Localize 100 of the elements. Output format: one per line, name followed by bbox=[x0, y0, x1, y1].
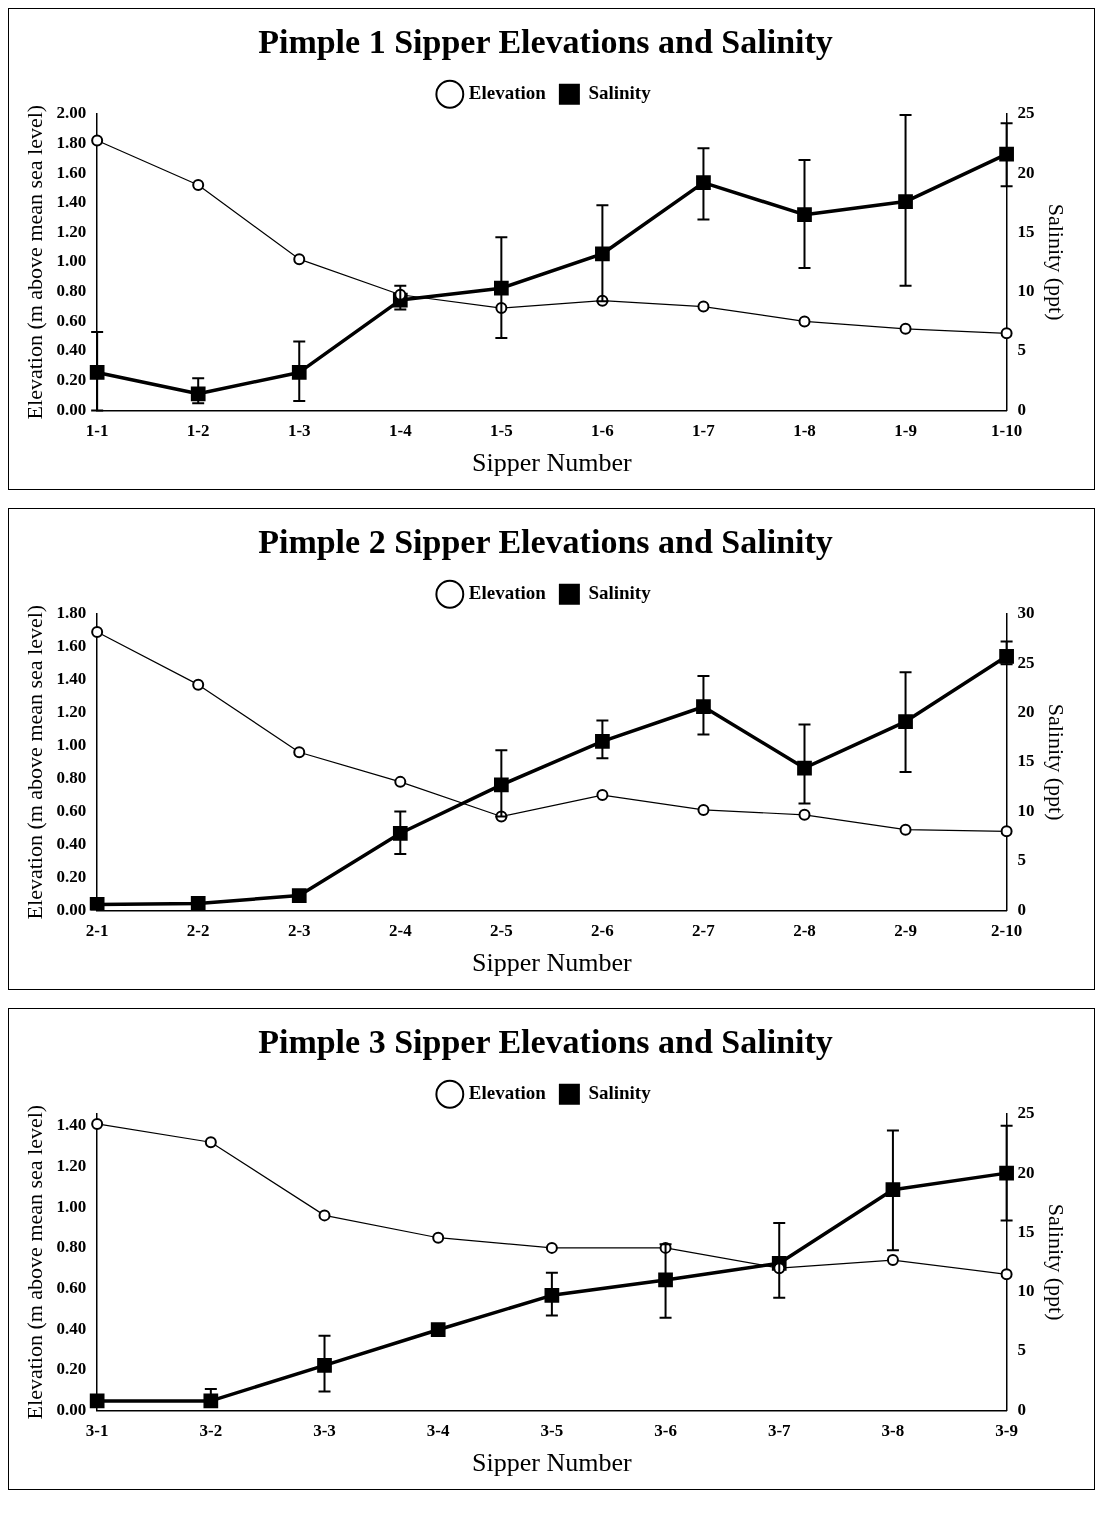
point bbox=[432, 1231, 445, 1244]
y2-axis-title: Salinity (ppt) bbox=[1044, 703, 1070, 821]
x-tick-label: 2-6 bbox=[591, 920, 614, 940]
x-tick-label: 3-5 bbox=[540, 1420, 564, 1440]
x-tick-label: 3-2 bbox=[199, 1420, 223, 1440]
y-tick-label: 0.60 bbox=[56, 1277, 87, 1297]
x-tick-label: 1-6 bbox=[591, 420, 614, 440]
y-tick-label: 1.20 bbox=[56, 221, 87, 241]
y2-tick-label: 20 bbox=[1017, 702, 1035, 722]
x-tick-label: 1-8 bbox=[793, 420, 816, 440]
x-tick-label: 2-2 bbox=[186, 920, 210, 940]
point bbox=[89, 1393, 105, 1409]
y-tick-label: 1.00 bbox=[56, 735, 87, 755]
point bbox=[886, 1254, 899, 1267]
y-tick-label: 1.40 bbox=[56, 669, 87, 689]
point bbox=[696, 699, 711, 715]
legend-label: Salinity bbox=[588, 82, 652, 104]
y2-tick-label: 25 bbox=[1017, 103, 1035, 123]
point bbox=[596, 789, 609, 802]
x-tick-label: 3-8 bbox=[881, 1420, 905, 1440]
y-tick-label: 0.20 bbox=[56, 1359, 87, 1379]
point bbox=[291, 888, 307, 903]
x-tick-label: 1-7 bbox=[692, 420, 716, 440]
point bbox=[430, 1322, 446, 1338]
point bbox=[595, 246, 610, 262]
x-tick-label: 3-3 bbox=[313, 1420, 336, 1440]
legend-label: Elevation bbox=[468, 582, 547, 604]
legend-label: Elevation bbox=[468, 82, 547, 104]
y-tick-label: 0.80 bbox=[56, 767, 87, 787]
point bbox=[696, 175, 711, 190]
y-tick-label: 1.20 bbox=[56, 1156, 87, 1176]
y-tick-label: 0.40 bbox=[56, 1318, 87, 1338]
x-tick-label: 2-5 bbox=[490, 920, 513, 940]
y-axis-title: Elevation (m above mean sea level) bbox=[21, 104, 47, 420]
y-axis-title: Elevation (m above mean sea level) bbox=[21, 604, 47, 920]
point bbox=[91, 1117, 104, 1130]
legend-label: Salinity bbox=[588, 1082, 652, 1104]
point bbox=[192, 178, 205, 191]
point bbox=[899, 322, 912, 335]
x-tick-label: 1-9 bbox=[894, 420, 917, 440]
y2-tick-label: 25 bbox=[1017, 1103, 1035, 1123]
y-tick-label: 1.80 bbox=[56, 132, 87, 152]
x-tick-label: 2-1 bbox=[85, 920, 109, 940]
point bbox=[190, 896, 206, 911]
point bbox=[293, 746, 306, 759]
y2-axis-title: Salinity (ppt) bbox=[1044, 1203, 1070, 1321]
chart-title: Pimple 2 Sipper Elevations and Salinity bbox=[258, 523, 833, 561]
point bbox=[898, 194, 913, 209]
x-tick-label: 1-10 bbox=[991, 420, 1023, 440]
y-axis-title: Elevation (m above mean sea level) bbox=[21, 1104, 47, 1420]
y2-tick-label: 10 bbox=[1017, 281, 1035, 301]
x-axis-title: Sipper Number bbox=[472, 948, 632, 978]
y2-tick-label: 0 bbox=[1017, 1399, 1027, 1419]
x-tick-label: 2-7 bbox=[692, 920, 716, 940]
y2-tick-label: 30 bbox=[1017, 603, 1035, 623]
point bbox=[317, 1357, 332, 1373]
y-tick-label: 0.20 bbox=[56, 370, 87, 390]
x-tick-label: 1-2 bbox=[186, 420, 210, 440]
point bbox=[394, 775, 407, 788]
y2-tick-label: 10 bbox=[1017, 1281, 1035, 1301]
y2-tick-label: 0 bbox=[1017, 399, 1027, 419]
y-tick-label: 1.00 bbox=[56, 251, 87, 271]
y-tick-label: 0.00 bbox=[56, 899, 87, 919]
x-tick-label: 1-1 bbox=[85, 420, 109, 440]
y-tick-label: 1.40 bbox=[56, 1115, 87, 1135]
y-tick-label: 1.20 bbox=[56, 702, 87, 722]
y2-tick-label: 15 bbox=[1017, 1221, 1035, 1241]
point bbox=[545, 1241, 558, 1254]
chart-title: Pimple 1 Sipper Elevations and Salinity bbox=[258, 23, 833, 61]
y-tick-label: 0.60 bbox=[56, 800, 87, 820]
y-tick-label: 0.60 bbox=[56, 310, 87, 330]
y-tick-label: 1.60 bbox=[56, 636, 87, 656]
x-tick-label: 3-1 bbox=[85, 1420, 109, 1440]
y-tick-label: 0.00 bbox=[56, 1399, 87, 1419]
point bbox=[91, 134, 104, 147]
y2-tick-label: 5 bbox=[1017, 850, 1027, 870]
point bbox=[898, 714, 913, 729]
legend-label: Elevation bbox=[468, 1082, 547, 1104]
y2-tick-label: 15 bbox=[1017, 221, 1035, 241]
y2-tick-label: 0 bbox=[1017, 899, 1027, 919]
point bbox=[91, 625, 104, 638]
y2-tick-label: 5 bbox=[1017, 1340, 1027, 1360]
x-tick-label: 2-9 bbox=[894, 920, 917, 940]
point bbox=[190, 386, 206, 402]
point bbox=[291, 365, 307, 380]
point bbox=[392, 825, 408, 841]
x-tick-label: 2-4 bbox=[388, 920, 413, 940]
x-tick-label: 3-9 bbox=[995, 1420, 1018, 1440]
x-tick-label: 3-7 bbox=[767, 1420, 792, 1440]
y-tick-label: 2.00 bbox=[56, 103, 87, 123]
x-tick-label: 1-4 bbox=[388, 420, 413, 440]
point bbox=[697, 300, 710, 313]
point bbox=[798, 315, 811, 328]
point bbox=[89, 897, 105, 911]
point bbox=[595, 733, 610, 749]
y-tick-label: 0.40 bbox=[56, 833, 87, 853]
y-tick-label: 0.80 bbox=[56, 281, 87, 301]
y-tick-label: 0.20 bbox=[56, 866, 87, 886]
x-tick-label: 3-6 bbox=[654, 1420, 677, 1440]
point bbox=[318, 1209, 331, 1222]
